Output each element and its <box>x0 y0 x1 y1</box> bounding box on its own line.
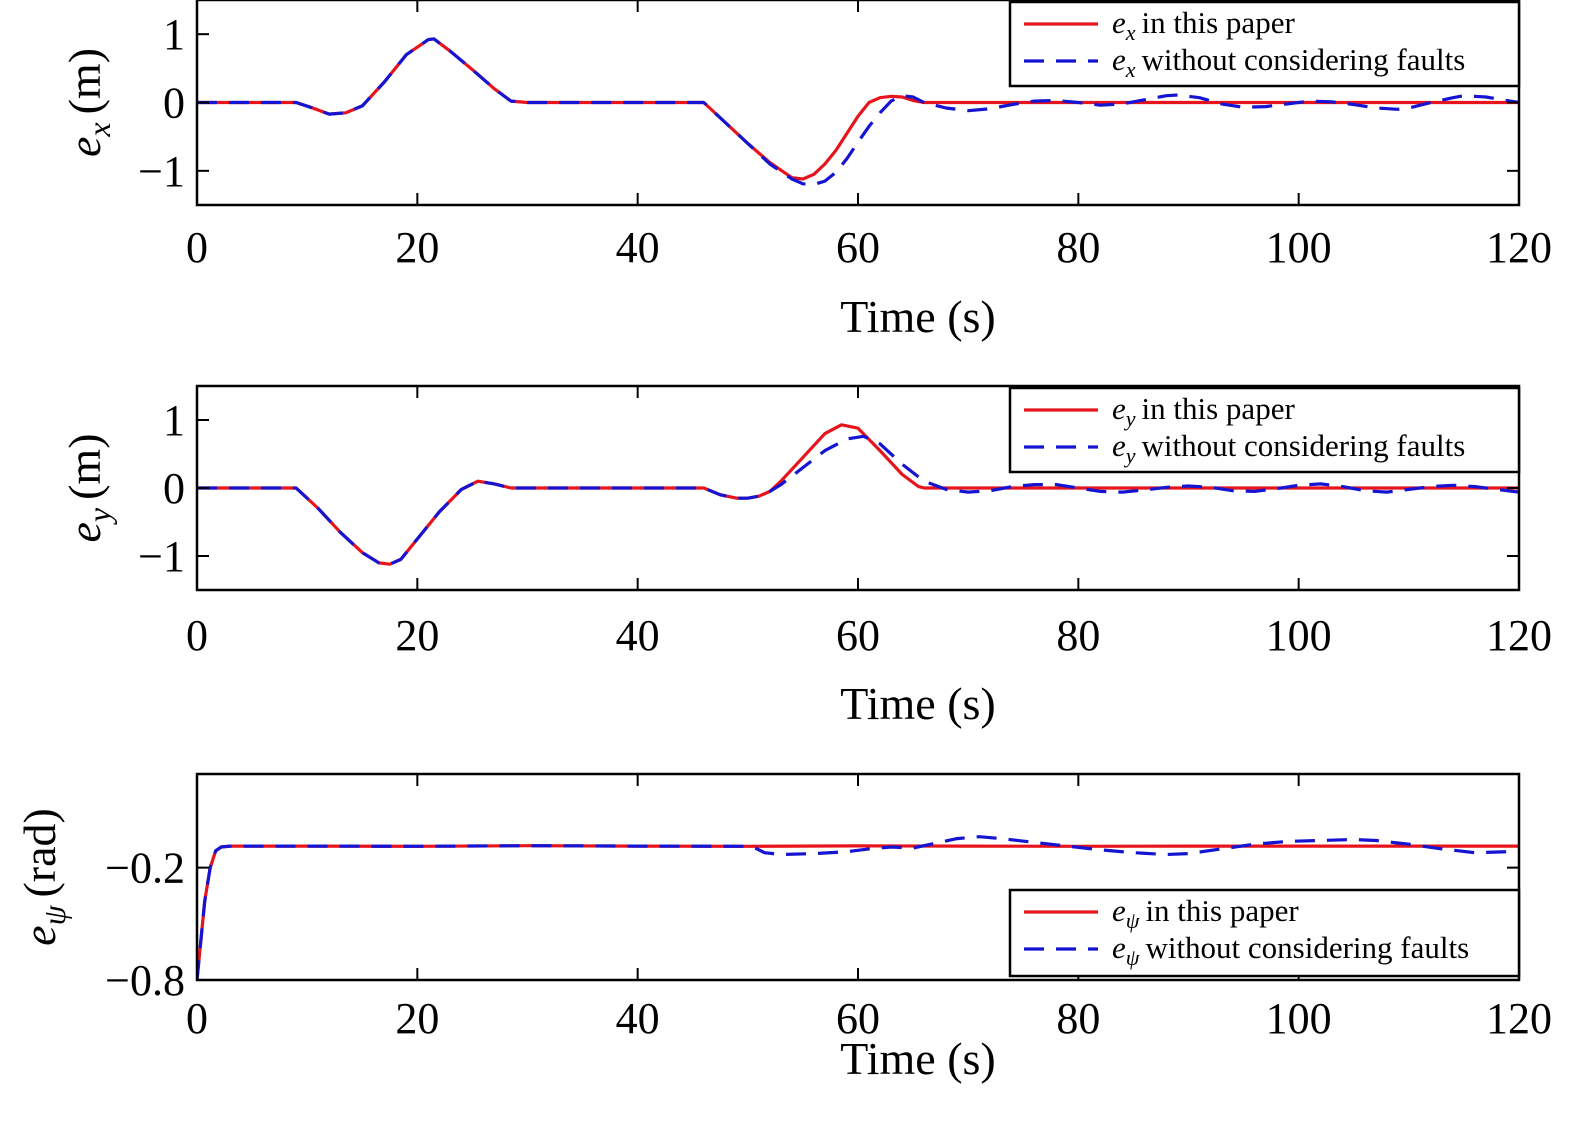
series-line-without-faults <box>197 434 1519 566</box>
legend-box <box>1008 0 1521 88</box>
y-tick-label: 0 <box>163 79 185 128</box>
x-tick-label: 120 <box>1486 994 1552 1043</box>
x-tick-label: 0 <box>186 611 208 660</box>
x-tick-label: 60 <box>836 994 880 1043</box>
x-tick-label: 40 <box>616 611 660 660</box>
x-tick-label: 20 <box>395 223 439 272</box>
x-tick-label: 80 <box>1056 611 1100 660</box>
x-tick-label: 60 <box>836 223 880 272</box>
x-axis-label: Time (s) <box>840 1033 996 1084</box>
y-axis-label: ex(m) <box>59 48 117 157</box>
legend-entry: eψ in this paper <box>1112 893 1299 933</box>
series-line-without-faults <box>197 835 1519 980</box>
y-tick-label: 1 <box>163 396 185 445</box>
x-tick-label: 40 <box>616 994 660 1043</box>
x-axis-label: Time (s) <box>840 291 996 342</box>
y-tick-label: −0.8 <box>105 956 185 1005</box>
y-axis-label: ey(m) <box>59 433 117 542</box>
x-tick-label: 100 <box>1266 994 1332 1043</box>
series-line-without-faults <box>197 37 1519 187</box>
legend-entry: eψ without considering faults <box>1112 930 1469 970</box>
x-tick-label: 0 <box>186 994 208 1043</box>
y-tick-label: 1 <box>163 10 185 59</box>
x-tick-label: 40 <box>616 223 660 272</box>
x-tick-label: 20 <box>395 611 439 660</box>
x-tick-label: 120 <box>1486 611 1552 660</box>
y-tick-label: −1 <box>138 147 185 196</box>
x-tick-label: 20 <box>395 994 439 1043</box>
legend-entry: ex without considering faults <box>1112 42 1465 82</box>
chart-panel-3: 0 20 40 60 80 100 120 −0.8 −0.2 Time (s) eψ(rad) eψ… <box>14 772 1552 1084</box>
y-tick-label: −1 <box>138 532 185 581</box>
x-tick-label: 100 <box>1266 223 1332 272</box>
legend-box <box>1008 888 1521 978</box>
legend-entry: ey in this paper <box>1112 391 1295 431</box>
x-axis-label: Time (s) <box>840 678 996 729</box>
legend-box <box>1008 386 1521 474</box>
x-tick-label: 60 <box>836 611 880 660</box>
x-tick-label: 120 <box>1486 223 1552 272</box>
x-tick-label: 100 <box>1266 611 1332 660</box>
x-tick-label: 0 <box>186 223 208 272</box>
x-tick-label: 80 <box>1056 994 1100 1043</box>
legend-entry: ey without considering faults <box>1112 428 1465 468</box>
y-tick-label: 0 <box>163 464 185 513</box>
y-axis-label: eψ(rad) <box>14 808 72 946</box>
legend-entry: ex in this paper <box>1112 5 1295 45</box>
x-tick-label: 80 <box>1056 223 1100 272</box>
y-tick-label: −0.2 <box>105 844 185 893</box>
